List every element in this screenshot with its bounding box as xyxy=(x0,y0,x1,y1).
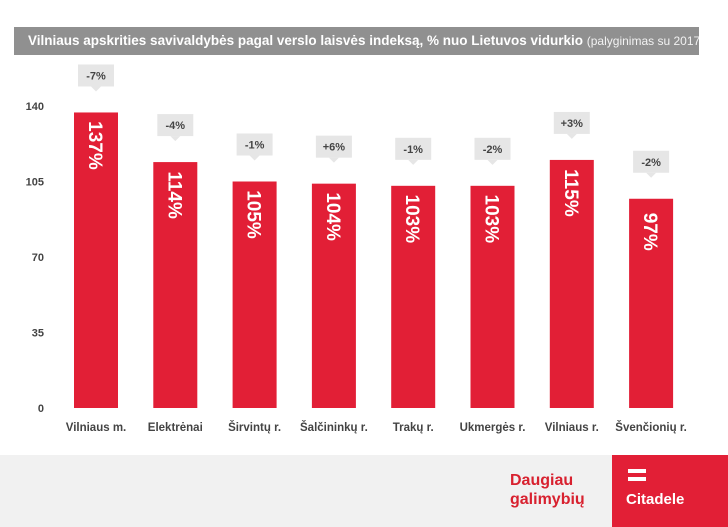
change-label: -2% xyxy=(483,144,503,156)
change-badge-pointer xyxy=(91,86,101,92)
slogan: Daugiau galimybių xyxy=(510,471,585,509)
footer xyxy=(0,455,728,527)
y-tick-label: 105 xyxy=(26,177,44,189)
slogan-line-1: Daugiau xyxy=(510,472,574,489)
bar-value-label: 103% xyxy=(401,195,422,244)
bar xyxy=(629,198,674,408)
change-label: +3% xyxy=(561,118,584,130)
change-badge xyxy=(78,64,114,87)
brand-name: Citadele xyxy=(626,491,685,508)
x-tick-label: Šalčininkų r. xyxy=(300,421,368,434)
change-badge-pointer xyxy=(170,136,181,142)
y-tick-label: 70 xyxy=(32,252,44,264)
change-label: -4% xyxy=(166,120,186,132)
bar-value-label: 115% xyxy=(560,169,581,217)
x-tick-label: Trakų r. xyxy=(393,422,434,434)
change-badge xyxy=(157,114,194,137)
change-label: -1% xyxy=(245,140,265,152)
bar-value-label: 105% xyxy=(243,190,264,239)
change-badge-pointer xyxy=(328,157,339,163)
y-tick-label: 35 xyxy=(32,328,44,340)
x-tick-label: Vilniaus m. xyxy=(66,422,127,434)
x-tick-label: Elektrėnai xyxy=(148,422,203,434)
bar-value-label: 114% xyxy=(163,171,184,219)
x-tick-label: Švenčionių r. xyxy=(615,421,687,434)
bar xyxy=(470,185,515,408)
change-label: -1% xyxy=(403,144,423,156)
change-badge xyxy=(395,137,432,160)
bar-value-label: 137% xyxy=(84,121,105,170)
bar xyxy=(232,181,277,408)
bar xyxy=(311,183,356,408)
bar-value-label: 97% xyxy=(639,213,660,251)
chart-title-bar: Vilniaus apskrities savivaldybės pagal v… xyxy=(14,27,699,55)
change-label: -2% xyxy=(641,157,661,169)
change-label: +6% xyxy=(323,142,346,154)
bar xyxy=(391,185,436,408)
y-tick-label: 0 xyxy=(38,403,44,415)
change-badge-pointer xyxy=(646,172,657,178)
change-badge-pointer xyxy=(566,133,577,139)
y-tick-label: 140 xyxy=(26,101,44,113)
change-label: -7% xyxy=(86,70,106,82)
x-tick-label: Širvintų r. xyxy=(228,421,281,434)
bar-chart: 0 35 70 105 140 137% -7% Vilniaus m. 114% -4% Elek… xyxy=(26,64,687,434)
citadele-logo: Citadele xyxy=(612,455,728,527)
x-tick-label: Ukmergės r. xyxy=(460,422,526,434)
change-badge-pointer xyxy=(487,159,498,165)
bar-value-label: 103% xyxy=(481,195,502,244)
change-badge xyxy=(633,150,670,173)
change-badge xyxy=(553,111,590,134)
change-badge xyxy=(315,135,352,158)
chart-subtitle: (palyginimas su 2017) xyxy=(586,34,699,48)
x-tick-label: Vilniaus r. xyxy=(545,422,599,434)
equals-icon xyxy=(628,469,646,485)
change-badge xyxy=(474,137,511,160)
bar xyxy=(74,112,118,408)
change-badge-pointer xyxy=(249,155,260,161)
bar xyxy=(153,162,198,408)
change-badge xyxy=(236,133,273,156)
bar xyxy=(549,159,594,408)
chart-title: Vilniaus apskrities savivaldybės pagal v… xyxy=(28,33,583,48)
change-badge-pointer xyxy=(408,159,419,165)
bar-value-label: 104% xyxy=(322,192,343,241)
slogan-line-2: galimybių xyxy=(510,491,585,508)
